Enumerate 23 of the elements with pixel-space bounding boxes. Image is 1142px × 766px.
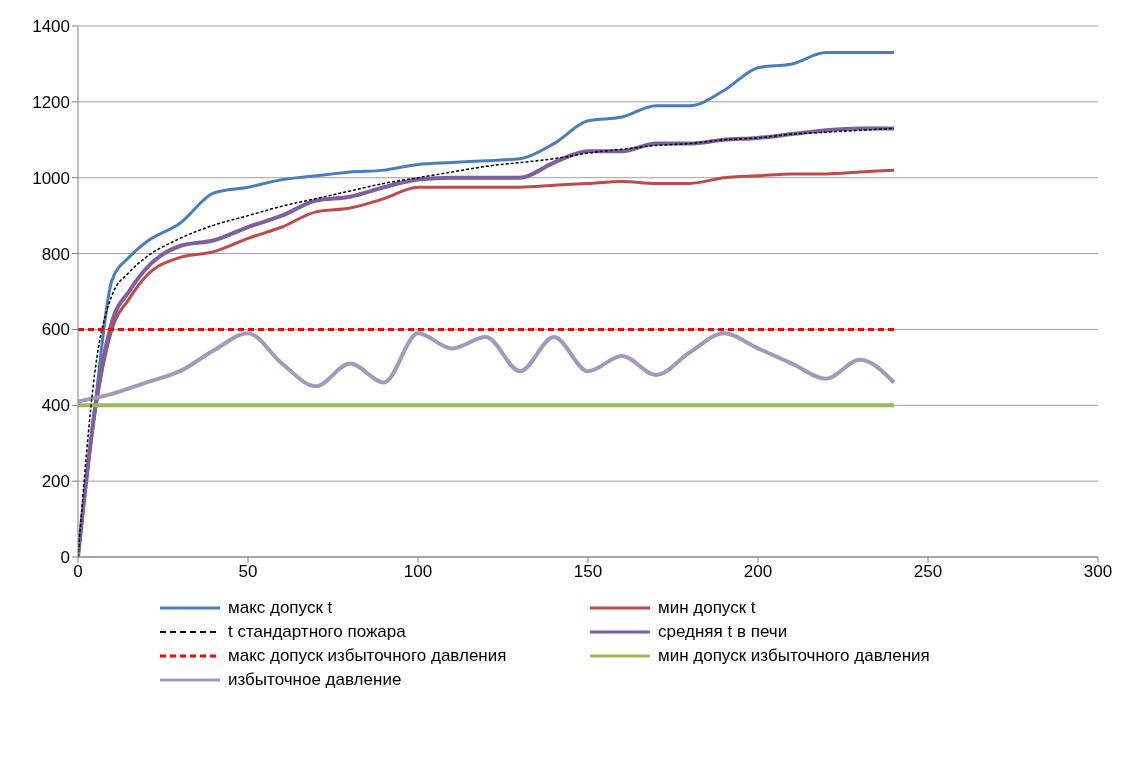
line-series [78,331,896,404]
x-tick-label: 250 [913,562,943,582]
legend-label: макс допуск избыточного давления [228,646,507,666]
legend-label: средняя t в печи [658,622,788,642]
y-tick-label: 800 [41,244,70,264]
y-tick-label: 1200 [32,92,70,112]
legend-label: t стандартного пожара [228,622,406,642]
y-tick-label: 1000 [32,168,70,188]
x-tick-label: 100 [403,562,433,582]
legend-label: мин допуск избыточного давления [658,646,930,666]
legend-label: мин допуск t [658,598,756,618]
legend-label: избыточное давление [228,670,402,690]
x-tick-label: 200 [743,562,773,582]
y-tick-label: 200 [41,472,70,492]
y-tick-label: 0 [60,548,70,568]
x-tick-label: 150 [573,562,603,582]
y-tick-label: 600 [41,320,70,340]
x-tick-label: 50 [238,562,258,582]
x-tick-label: 0 [73,562,83,582]
y-tick-label: 400 [41,396,70,416]
x-tick-label: 300 [1083,562,1113,582]
y-tick-label: 1400 [32,17,70,37]
legend-label: макс допуск t [228,598,333,618]
